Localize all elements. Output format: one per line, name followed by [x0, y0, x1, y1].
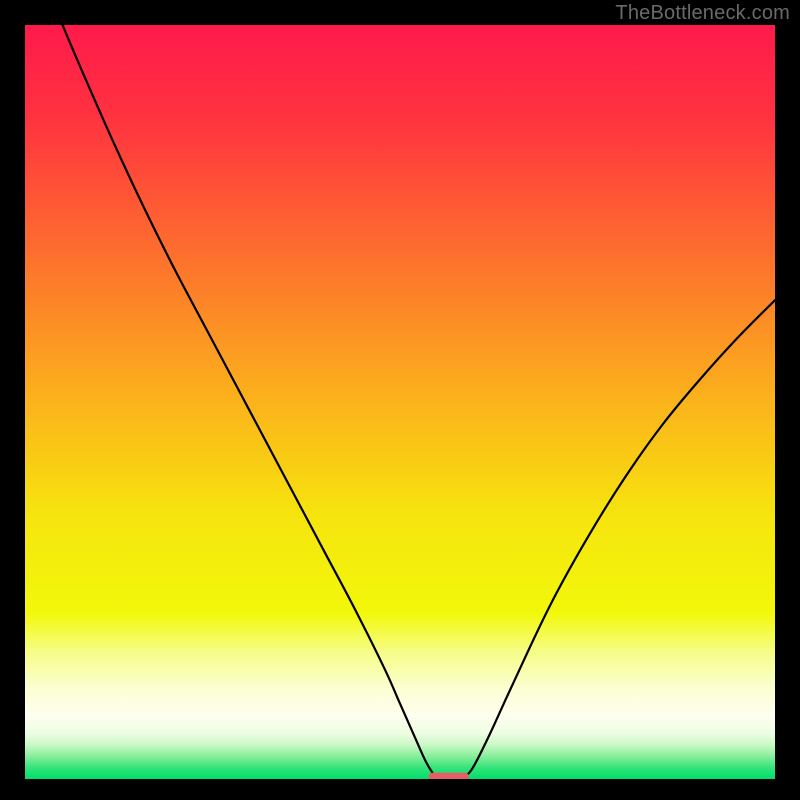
chart-svg	[25, 25, 775, 779]
watermark-text: TheBottleneck.com	[615, 2, 790, 25]
chart-background	[25, 25, 775, 779]
plot-area	[25, 25, 775, 779]
chart-frame: TheBottleneck.com	[0, 0, 800, 800]
optimal-marker	[429, 773, 470, 779]
